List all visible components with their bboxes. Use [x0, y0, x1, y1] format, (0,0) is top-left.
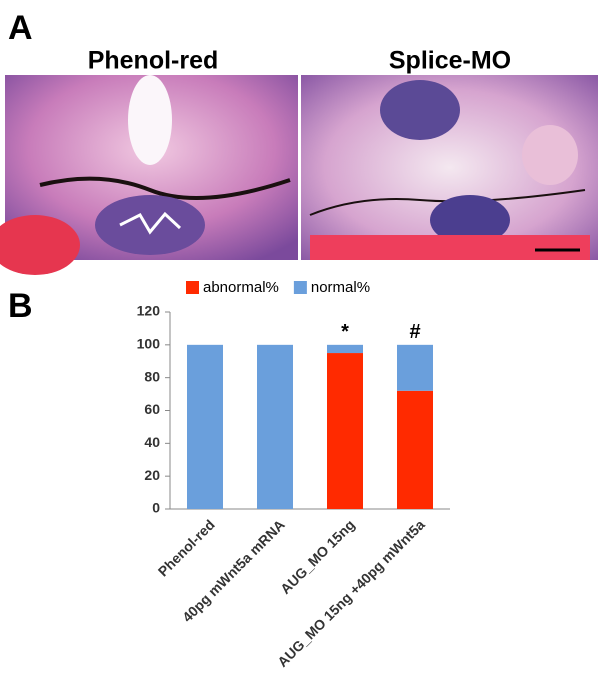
panel-label: A — [8, 9, 33, 47]
y-tick-label: 120 — [137, 303, 161, 319]
y-tick-label: 80 — [144, 368, 160, 384]
bar-annotation: # — [409, 321, 420, 343]
micrograph — [0, 75, 298, 275]
y-tick-label: 60 — [144, 401, 160, 417]
micrograph — [301, 75, 598, 260]
panel-label: B — [8, 287, 33, 325]
bar-segment — [397, 390, 433, 509]
image-title: Splice-MO — [389, 47, 511, 75]
legend-label: normal% — [311, 279, 370, 296]
image-title: Phenol-red — [88, 47, 219, 75]
y-tick-label: 100 — [137, 336, 161, 352]
y-tick-label: 20 — [144, 467, 160, 483]
legend-label: abnormal% — [203, 279, 279, 296]
y-tick-label: 0 — [152, 500, 160, 516]
legend-swatch — [186, 281, 199, 294]
y-tick-label: 40 — [144, 434, 160, 450]
bar-segment — [327, 344, 363, 354]
legend-swatch — [293, 281, 307, 294]
bar-segment — [327, 353, 363, 509]
bar-segment — [187, 344, 223, 509]
bar-segment — [397, 344, 433, 391]
bar-segment — [257, 344, 293, 509]
bar-annotation: * — [341, 321, 349, 343]
